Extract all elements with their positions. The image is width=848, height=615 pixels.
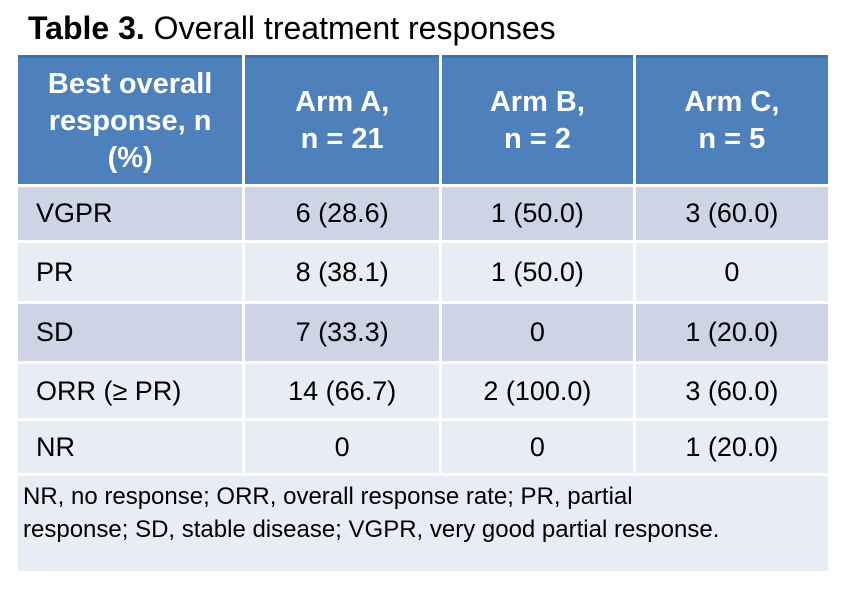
cell-value: 2 (100.0)	[442, 364, 633, 419]
header-line: n = 5	[698, 123, 766, 156]
table-row-pr: PR 8 (38.1) 1 (50.0) 0	[18, 243, 828, 302]
column-header-arm-c: Arm C, n = 5	[635, 55, 828, 185]
row-label: ORR (≥ PR)	[18, 364, 243, 419]
table-title-text: Overall treatment responses	[144, 10, 556, 46]
cell-value: 0	[245, 421, 440, 474]
cell-value: 6 (28.6)	[245, 187, 440, 241]
cell-value: 14 (66.7)	[245, 364, 440, 419]
table-row-nr: NR 0 0 1 (20.0)	[18, 421, 828, 474]
row-label: VGPR	[18, 187, 243, 241]
header-line: response, n	[48, 104, 212, 137]
table-row-sd: SD 7 (33.3) 0 1 (20.0)	[18, 304, 828, 362]
header-row: Best overall response, n (%) Arm A, n = …	[18, 55, 828, 185]
row-label: SD	[18, 304, 243, 362]
table-row-vgpr: VGPR 6 (28.6) 1 (50.0) 3 (60.0)	[18, 187, 828, 241]
cell-value: 0	[442, 304, 633, 362]
header-line: n = 2	[503, 123, 571, 156]
column-header-best-overall-response: Best overall response, n (%)	[18, 55, 243, 185]
footnote-row: NR, no response; ORR, overall response r…	[18, 476, 828, 572]
table-footnote: NR, no response; ORR, overall response r…	[18, 476, 828, 572]
header-line: Arm C,	[684, 86, 780, 119]
cell-value: 3 (60.0)	[635, 364, 828, 419]
header-line: Arm B,	[489, 86, 585, 119]
cell-value: 1 (50.0)	[442, 187, 633, 241]
row-label: PR	[18, 243, 243, 302]
row-label: NR	[18, 421, 243, 474]
cell-value: 1 (20.0)	[635, 421, 828, 474]
header-line: (%)	[107, 141, 153, 174]
header-line: Best overall	[47, 67, 213, 100]
header-line: Arm A,	[295, 86, 390, 119]
footnote-line: NR, no response; ORR, overall response r…	[23, 483, 633, 511]
cell-value: 7 (33.3)	[245, 304, 440, 362]
treatment-responses-table: Best overall response, n (%) Arm A, n = …	[15, 52, 831, 574]
header-line: n = 21	[300, 123, 384, 156]
footnote-line: response; SD, stable disease; VGPR, very…	[23, 515, 720, 543]
cell-value: 0	[442, 421, 633, 474]
cell-value: 3 (60.0)	[635, 187, 828, 241]
table-row-orr: ORR (≥ PR) 14 (66.7) 2 (100.0) 3 (60.0)	[18, 364, 828, 419]
column-header-arm-a: Arm A, n = 21	[245, 55, 440, 185]
table-title-number: Table 3.	[28, 10, 145, 46]
column-header-arm-b: Arm B, n = 2	[442, 55, 633, 185]
table-title: Table 3. Overall treatment responses	[0, 0, 848, 47]
cell-value: 1 (20.0)	[635, 304, 828, 362]
cell-value: 8 (38.1)	[245, 243, 440, 302]
cell-value: 1 (50.0)	[442, 243, 633, 302]
cell-value: 0	[635, 243, 828, 302]
